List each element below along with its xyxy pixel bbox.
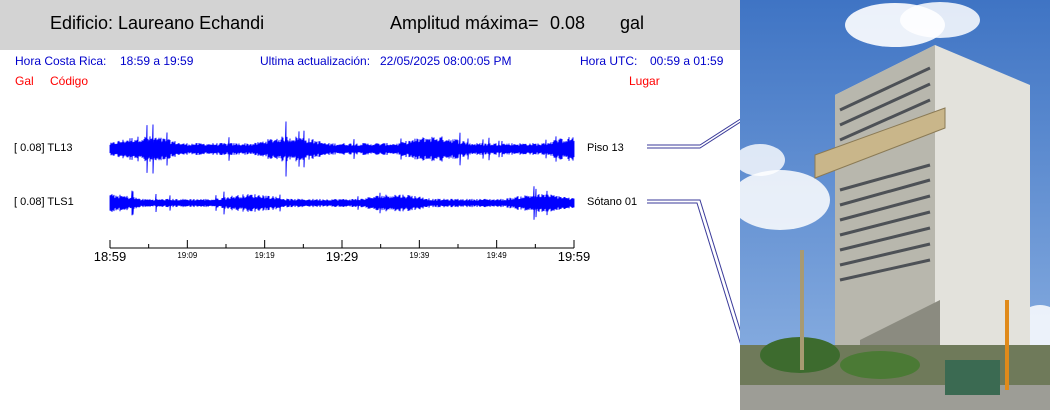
trace-1-max-amp: [ 0.08] TL13 xyxy=(14,142,73,154)
building-name: Edificio: Laureano Echandi xyxy=(50,13,265,33)
axis-tick-label: 19:19 xyxy=(255,251,276,260)
trace-2-max-amp: [ 0.08] TLS1 xyxy=(14,196,74,208)
max-amplitude-value: 0.08 xyxy=(550,13,586,33)
trace-2-place: Sótano 01 xyxy=(587,196,638,208)
amplitude-unit: gal xyxy=(620,13,645,33)
column-code: Código xyxy=(50,74,89,88)
axis-tick-label: 19:09 xyxy=(177,251,198,260)
column-gal: Gal xyxy=(15,74,34,88)
axis-tick-label: 18:59 xyxy=(94,249,127,264)
trace-tl13 xyxy=(109,121,575,177)
building-photo-graphic xyxy=(740,0,1050,410)
cr-time-label: Hora Costa Rica: xyxy=(15,54,107,68)
leader-line-sotano-01-b xyxy=(647,202,740,344)
max-amplitude-label: Amplitud máxima= xyxy=(390,13,539,33)
leader-line-piso-13 xyxy=(647,118,740,146)
last-update-label: Ultima actualización: xyxy=(260,54,371,68)
leader-line-sotano-01 xyxy=(647,199,740,332)
utc-time-label: Hora UTC: xyxy=(580,54,638,68)
header-bar xyxy=(0,0,740,50)
building-photo xyxy=(740,0,1050,410)
axis-tick-label: 19:39 xyxy=(409,251,430,260)
last-update-value: 22/05/2025 08:00:05 PM xyxy=(380,54,512,68)
leader-line-piso-13-b xyxy=(647,121,740,149)
trace-1-place: Piso 13 xyxy=(587,142,624,154)
axis-tick-label: 19:59 xyxy=(558,249,591,264)
cr-time-range: 18:59 a 19:59 xyxy=(120,54,194,68)
axis-tick-label: 19:49 xyxy=(487,251,508,260)
axis-tick-label: 19:29 xyxy=(326,249,359,264)
utc-time-range: 00:59 a 01:59 xyxy=(650,54,724,68)
trace-tls1 xyxy=(109,186,575,220)
seismogram-plot: 18:59 19:09 19:19 19:29 19:39 19:49 19:59 xyxy=(94,118,740,344)
column-place: Lugar xyxy=(629,74,660,88)
